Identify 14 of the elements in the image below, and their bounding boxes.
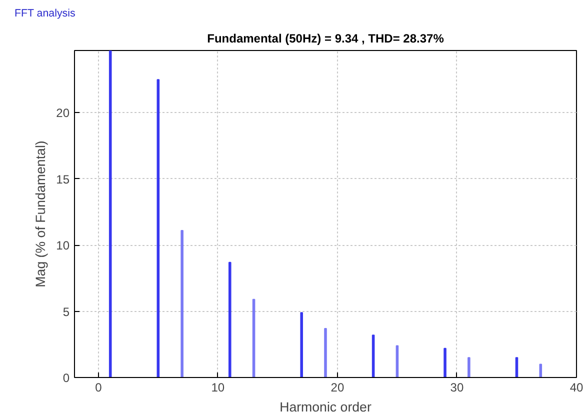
x-tick-label: 10 [211,380,225,394]
chart-title: FFT analysis [14,8,76,20]
y-tick-label: 10 [56,238,70,253]
x-tick-label: 0 [95,380,102,394]
y-tick-label: 5 [62,304,70,319]
y-axis-title: Mag (% of Fundamental) [33,140,48,288]
y-tick-label: 0 [62,371,70,385]
y-tick-label: 15 [56,172,70,186]
y-tick-label: 20 [56,106,70,120]
chart-subtitle: Fundamental (50Hz) = 9.34 , THD= 28.37% [207,32,444,46]
x-axis-title: Harmonic order [280,400,372,414]
x-tick-label: 40 [570,380,584,394]
x-tick-label: 30 [450,380,464,394]
x-tick-label: 20 [330,380,344,394]
